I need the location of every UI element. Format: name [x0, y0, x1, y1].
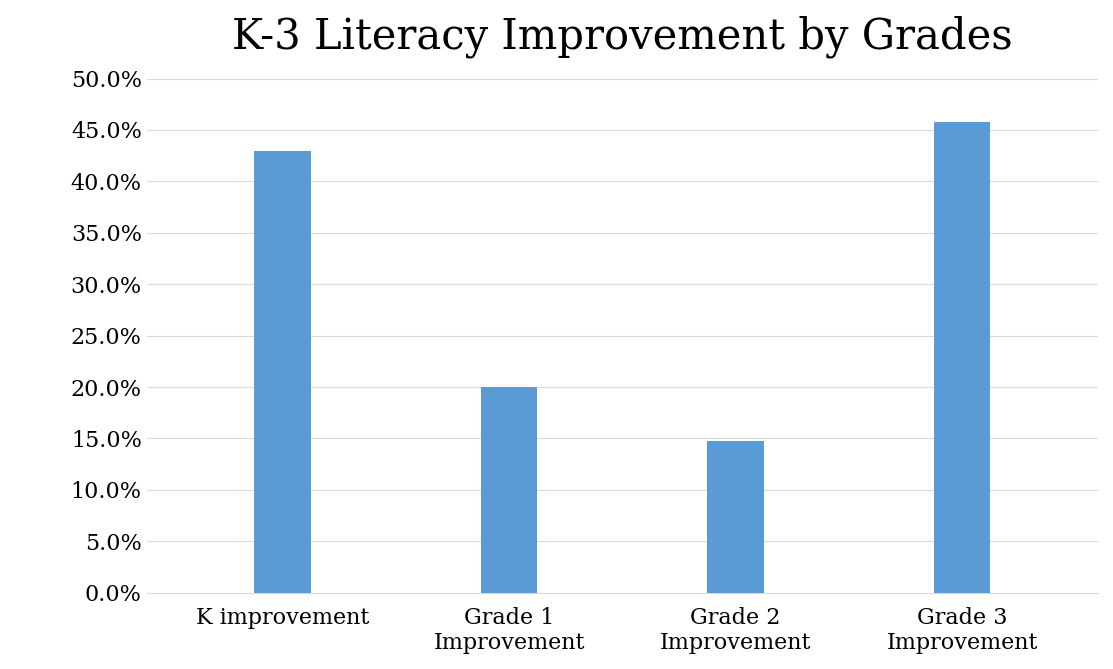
Bar [481, 387, 538, 593]
Title: K-3 Literacy Improvement by Grades: K-3 Literacy Improvement by Grades [232, 15, 1013, 58]
Bar [254, 151, 311, 593]
Bar [707, 440, 764, 593]
Bar [934, 122, 991, 593]
